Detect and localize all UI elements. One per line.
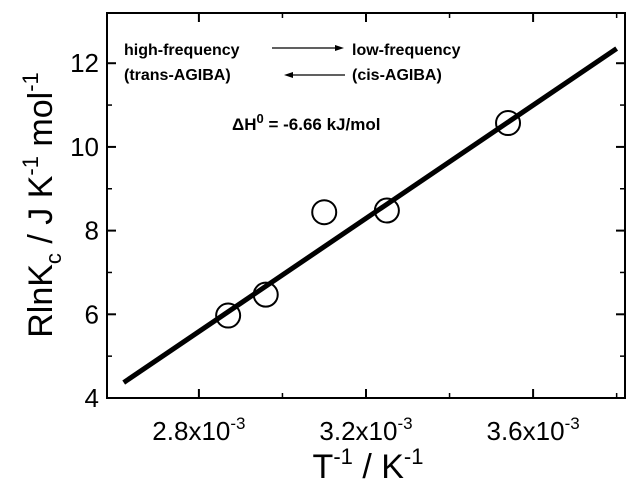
y-tick-label: 4 — [85, 383, 99, 413]
enthalpy-symbol: ΔH — [232, 115, 257, 134]
annotation-trans-agiba: (trans-AGIBA) — [124, 67, 231, 84]
enthalpy-annotation: ΔH0 = -6.66 kJ/mol — [232, 111, 380, 134]
data-point — [252, 281, 279, 308]
arrow-left-icon — [284, 72, 345, 78]
arrow-right-icon — [272, 45, 344, 51]
data-point — [373, 197, 400, 224]
annotation-low-frequency: low-frequency — [352, 42, 461, 59]
y-tick-label: 6 — [85, 299, 99, 329]
y-tick-label: 8 — [85, 216, 99, 246]
data-point — [215, 302, 242, 329]
y-tick-label: 12 — [70, 48, 99, 78]
annotation-high-frequency: high-frequency — [124, 42, 240, 59]
x-tick-label: 3.2x10-3 — [319, 414, 412, 446]
fit-line — [122, 46, 619, 385]
data-point — [495, 110, 522, 137]
x-tick-label: 2.8x10-3 — [152, 414, 245, 446]
data-point — [311, 199, 338, 226]
y-axis-title: RlnKc / J K-1 mol-1 — [18, 72, 66, 338]
y-tick-label: 10 — [70, 132, 99, 162]
data-points — [215, 110, 522, 329]
enthalpy-value: = -6.66 kJ/mol — [264, 115, 381, 134]
x-axis-title: T-1 / K-1 — [313, 444, 424, 486]
annotation-cis-agiba: (cis-AGIBA) — [352, 67, 442, 84]
ticks — [107, 13, 625, 399]
enthalpy-superscript: 0 — [257, 111, 264, 126]
tick-labels: 2.8x10-3 3.2x10-3 3.6x10-3 4 6 8 10 12 — [70, 48, 580, 446]
x-tick-label: 3.6x10-3 — [486, 414, 579, 446]
